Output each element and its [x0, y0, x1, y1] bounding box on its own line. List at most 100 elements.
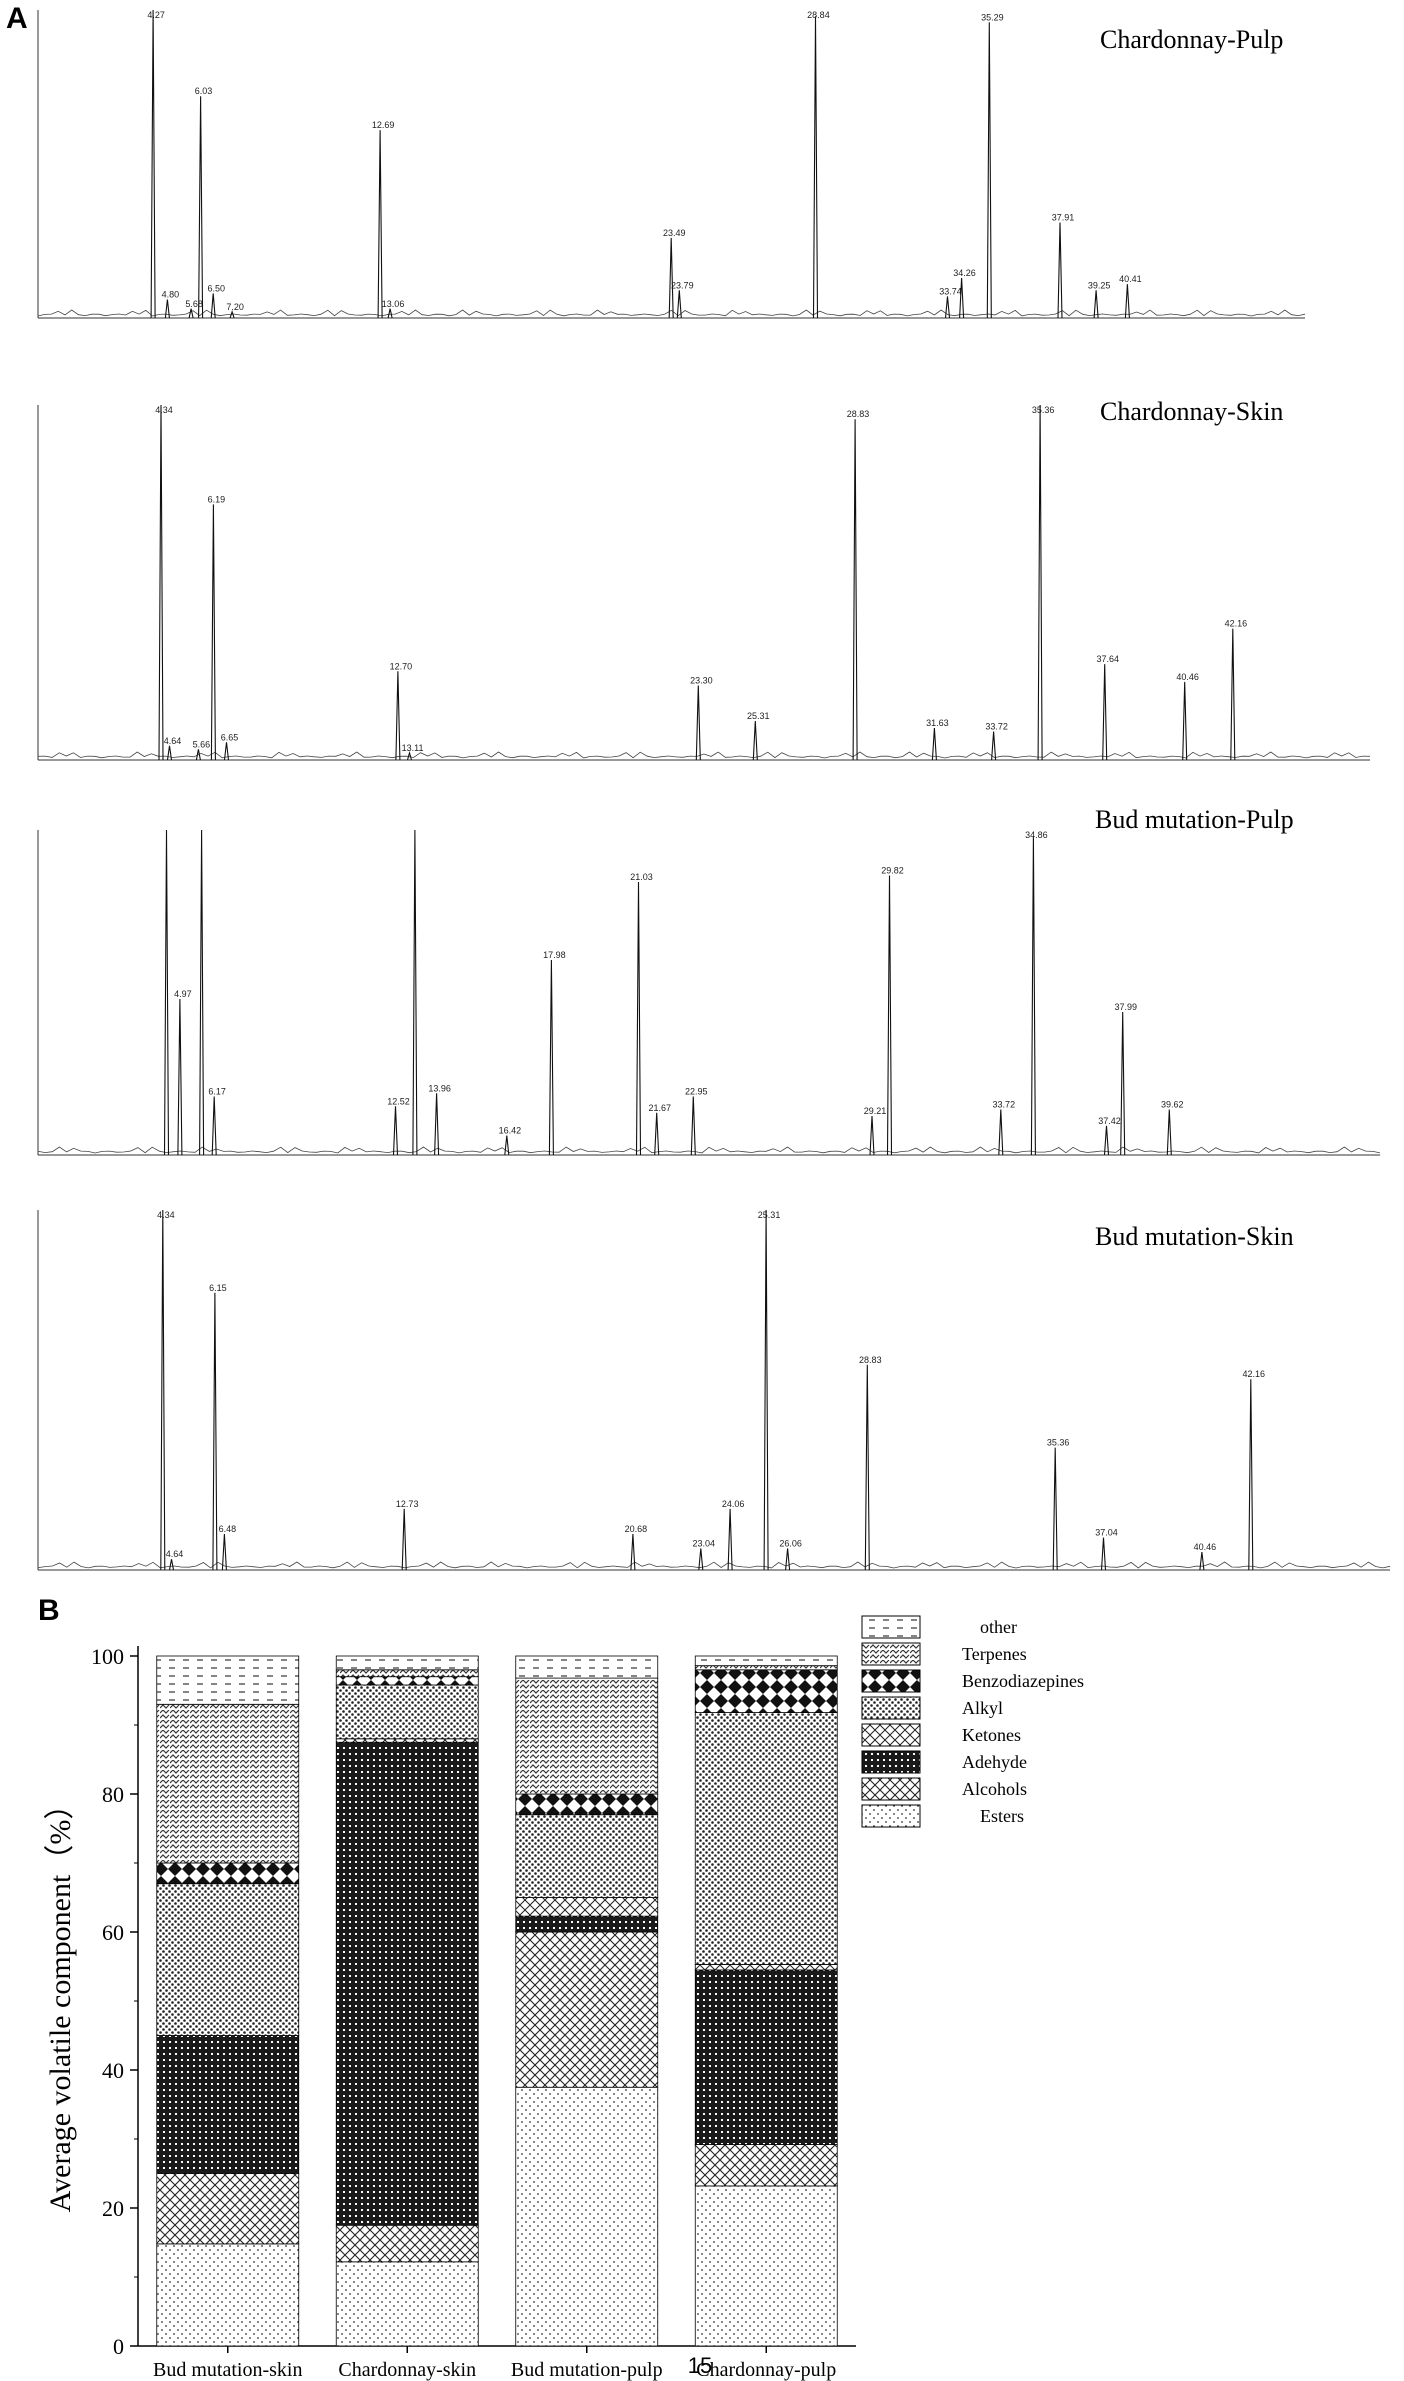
chromatogram-peak — [1030, 836, 1036, 1156]
bar-segment — [156, 2173, 300, 2245]
chromatogram-peak — [812, 16, 819, 319]
chromatogram-peak — [198, 96, 204, 319]
peak-label: 17.98 — [543, 950, 566, 960]
peak-label: 21.03 — [630, 872, 653, 882]
bar-segment — [694, 1669, 838, 1713]
y-tick-label: 40 — [102, 2058, 124, 2083]
bar-segment — [694, 1964, 838, 1971]
bar-segment — [515, 1677, 659, 1795]
bar-segment — [156, 1862, 300, 1885]
peak-label: 12.70 — [390, 661, 413, 671]
bar-segment — [515, 1915, 659, 1933]
panel-a-chromatograms: Chardonnay-Pulp 4.27 4.80 5.68 6.03 6.507.20 1… — [37, 9, 1391, 1571]
peak-label: 23.30 — [690, 675, 713, 685]
x-tick-label: Bud mutation-skin — [153, 2359, 302, 2381]
chromatogram-peak — [401, 1508, 407, 1571]
bar-segment — [335, 2261, 479, 2347]
x-tick-label: Chardonnay-skin — [338, 2359, 476, 2381]
legend-label: Adehyde — [962, 1752, 1027, 1772]
peak-label: 29.21 — [864, 1106, 887, 1116]
peak-label: 37.42 — [1098, 1116, 1121, 1126]
chromatogram-title: Bud mutation-Skin — [1095, 1222, 1294, 1251]
chromatogram-peak — [150, 9, 156, 319]
chromatogram-peak — [1248, 1379, 1254, 1571]
bar-segment — [515, 1814, 659, 1898]
peak-label: 33.74 — [939, 286, 962, 296]
peak-label: 35.36 — [1032, 405, 1055, 415]
chromatogram-peak — [166, 745, 173, 761]
peak-label: 4.64 — [164, 736, 182, 746]
chromatogram-peak — [1199, 1551, 1205, 1571]
chromatogram-0: Chardonnay-Pulp 4.27 4.80 5.68 6.03 6.507.20 1… — [37, 9, 1306, 319]
bar-segment — [335, 1738, 479, 1743]
chromatogram-peak — [690, 1096, 696, 1156]
chromatogram-peak — [1037, 404, 1043, 761]
bar-segment — [156, 1655, 300, 1705]
page-number: 15 — [688, 2353, 712, 2378]
chromatogram-peak — [864, 1364, 870, 1571]
peak-label: 23.49 — [663, 228, 686, 238]
chromatogram-peak — [164, 299, 170, 319]
chromatogram-peak — [869, 1115, 875, 1156]
peak-label: 12.52 — [387, 1096, 410, 1106]
chromatogram-peak — [199, 829, 205, 1156]
legend-label: Benzodiazepines — [962, 1671, 1084, 1691]
chromatogram-peak — [698, 1548, 704, 1571]
peak-label: 28.84 — [807, 10, 830, 20]
peak-label: 33.72 — [985, 722, 1008, 732]
chromatogram-peak — [211, 1096, 217, 1156]
chromatogram-peak — [1057, 222, 1063, 319]
chromatogram-peak — [395, 671, 401, 761]
peak-label: 39.25 — [1088, 280, 1111, 290]
chromatogram-peak — [210, 293, 216, 319]
peak-label: 40.46 — [1176, 672, 1199, 682]
chromatogram-peak — [668, 237, 674, 319]
chromatogram-baseline — [37, 309, 1306, 317]
peak-label: 12.69 — [372, 120, 395, 130]
bar-segment — [335, 1741, 479, 2226]
legend-label: Alkyl — [962, 1698, 1003, 1718]
chromatogram-title: Chardonnay-Skin — [1100, 397, 1283, 426]
y-tick-label: 80 — [102, 1782, 124, 1807]
chromatogram-peak — [210, 504, 216, 761]
legend-swatch — [861, 1750, 921, 1774]
peak-label: 26.06 — [779, 1538, 802, 1548]
y-tick-label: 0 — [113, 2334, 124, 2359]
peak-label: 6.17 — [208, 1087, 226, 1097]
bar-segment — [694, 1665, 838, 1671]
peak-label: 5.68 — [185, 299, 203, 309]
bar-segment — [335, 2224, 479, 2263]
chromatogram-peak — [160, 1209, 166, 1571]
chromatogram-1: Chardonnay-Skin 4.34 4.64 5.66 6.19 6.65 12.70… — [37, 397, 1371, 761]
peak-label: 34.26 — [953, 268, 976, 278]
peak-label: 6.48 — [219, 1524, 237, 1534]
peak-label: 21.67 — [648, 1103, 671, 1113]
y-axis-label: Average volatile component（%） — [44, 1790, 77, 2213]
peak-label: 28.83 — [859, 1355, 882, 1365]
chromatogram-title: Chardonnay-Pulp — [1100, 25, 1283, 54]
chromatogram-peak — [1093, 290, 1099, 319]
peak-label: 39.62 — [1161, 1100, 1184, 1110]
chromatogram-baseline — [37, 1561, 1391, 1569]
chromatogram-peak — [195, 749, 201, 761]
peak-label: 4.97 — [174, 989, 192, 999]
peak-label: 34.86 — [1025, 830, 1048, 840]
legend-swatch — [861, 1615, 921, 1639]
bar-segment — [335, 1669, 479, 1678]
y-tick-label: 20 — [102, 2196, 124, 2221]
chromatogram-peak — [1230, 628, 1236, 761]
bar-segment — [694, 1655, 838, 1667]
chromatogram-peak — [695, 685, 701, 761]
legend-label: Terpenes — [962, 1644, 1027, 1664]
stacked-bar-chart: 0 20 40 60 80 100 Average volatile component（%… — [44, 1615, 1084, 2381]
bar-segment — [156, 1703, 300, 1864]
y-tick-label: 60 — [102, 1920, 124, 1945]
chromatogram-peak — [163, 829, 170, 1156]
bar-segment — [515, 2086, 659, 2347]
peak-label: 40.41 — [1119, 274, 1142, 284]
chromatogram-peak — [1182, 681, 1188, 761]
chromatogram-peak — [223, 742, 230, 761]
peak-label: 4.80 — [162, 290, 180, 300]
legend-swatch — [861, 1777, 921, 1801]
